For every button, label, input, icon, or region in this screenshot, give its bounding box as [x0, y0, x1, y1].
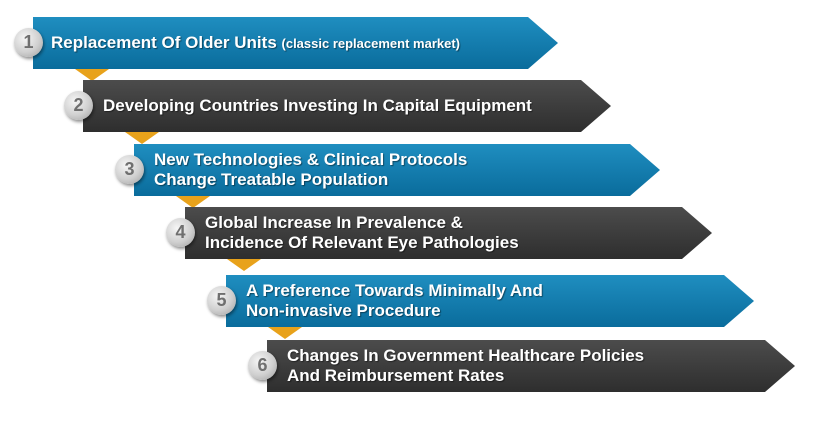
step-1-connector: [75, 69, 109, 81]
step-4-main-text: Global Increase In Prevalence &: [205, 213, 463, 232]
step-3-line2: Change Treatable Population: [154, 170, 389, 189]
step-1-detail-text: (classic replacement market): [281, 35, 460, 51]
step-6-line1: Changes In Government Healthcare Policie…: [287, 346, 644, 366]
step-3-main-text: New Technologies & Clinical Protocols: [154, 150, 468, 169]
step-1-line1: Replacement Of Older Units (classic repl…: [51, 33, 460, 54]
step-2-line1: Developing Countries Investing In Capita…: [103, 96, 532, 116]
step-4-connector: [227, 259, 261, 271]
step-5-main-text: A Preference Towards Minimally And: [246, 281, 543, 300]
step-1-label: Replacement Of Older Units (classic repl…: [51, 17, 460, 69]
step-5-connector: [268, 327, 302, 339]
step-4-line1: Global Increase In Prevalence &: [205, 213, 519, 233]
step-6-number-badge: 6: [248, 351, 277, 380]
step-1-number-badge: 1: [14, 28, 43, 57]
step-6-line2: And Reimbursement Rates: [287, 366, 505, 385]
step-1-main-text: Replacement Of Older Units: [51, 32, 277, 52]
step-5-number-badge: 5: [207, 286, 236, 315]
step-5-arrow: A Preference Towards Minimally And Non-in…: [226, 275, 754, 327]
step-1-arrow: Replacement Of Older Units (classic repl…: [33, 17, 558, 69]
step-5-line2: Non-invasive Procedure: [246, 301, 441, 320]
step-3-arrow: New Technologies & Clinical Protocols Cha…: [134, 144, 660, 196]
step-3-line1: New Technologies & Clinical Protocols: [154, 150, 467, 170]
step-6-main-text: Changes In Government Healthcare Policie…: [287, 346, 645, 365]
step-3-number-badge: 3: [115, 155, 144, 184]
step-2-number-badge: 2: [64, 91, 93, 120]
step-2-connector: [125, 132, 159, 144]
step-3-label: New Technologies & Clinical Protocols Cha…: [154, 144, 467, 196]
step-6-arrow: Changes In Government Healthcare Policie…: [267, 340, 795, 392]
step-5-line1: A Preference Towards Minimally And: [246, 281, 543, 301]
step-2-main-text: Developing Countries Investing In Capita…: [103, 96, 532, 115]
step-4-number-badge: 4: [166, 218, 195, 247]
step-6-label: Changes In Government Healthcare Policie…: [287, 340, 644, 392]
step-5-label: A Preference Towards Minimally And Non-in…: [246, 275, 543, 327]
step-2-label: Developing Countries Investing In Capita…: [103, 80, 532, 132]
step-4-arrow: Global Increase In Prevalence & Incidence…: [185, 207, 712, 259]
step-2-arrow: Developing Countries Investing In Capita…: [83, 80, 611, 132]
step-3-connector: [176, 196, 210, 208]
step-4-line2: Incidence Of Relevant Eye Pathologies: [205, 233, 519, 252]
step-4-label: Global Increase In Prevalence & Incidence…: [205, 207, 519, 259]
